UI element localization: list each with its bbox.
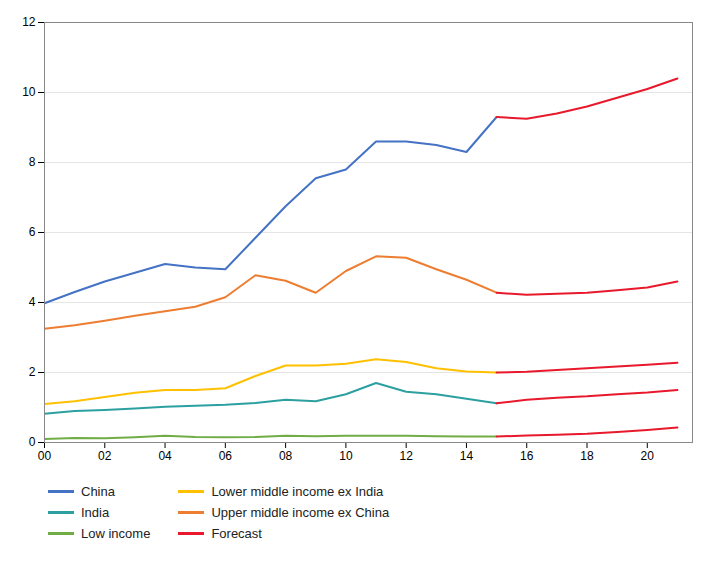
svg-text:6: 6 xyxy=(29,225,36,239)
html-text:China: China xyxy=(81,484,115,499)
svg-text:08: 08 xyxy=(279,449,293,463)
html-text:Upper middle income ex China: Upper middle income ex China xyxy=(211,505,390,520)
svg-text:2: 2 xyxy=(29,365,36,379)
svg-text:02: 02 xyxy=(98,449,112,463)
svg-text:10: 10 xyxy=(22,85,36,99)
svg-text:14: 14 xyxy=(460,449,474,463)
html-text:Forecast: Forecast xyxy=(211,526,262,541)
svg-text:00: 00 xyxy=(38,449,52,463)
html-text:Lower middle income ex India: Lower middle income ex India xyxy=(211,484,384,499)
svg-text:04: 04 xyxy=(158,449,172,463)
svg-text:18: 18 xyxy=(580,449,594,463)
svg-text:20: 20 xyxy=(641,449,655,463)
html-text:India: India xyxy=(81,505,110,520)
svg-text:12: 12 xyxy=(399,449,413,463)
svg-text:0: 0 xyxy=(29,435,36,449)
svg-text:12: 12 xyxy=(22,15,36,29)
svg-text:8: 8 xyxy=(29,155,36,169)
svg-text:16: 16 xyxy=(520,449,534,463)
svg-text:4: 4 xyxy=(29,295,36,309)
html-text:Low income: Low income xyxy=(81,526,151,541)
svg-text:10: 10 xyxy=(339,449,353,463)
svg-text:06: 06 xyxy=(219,449,233,463)
